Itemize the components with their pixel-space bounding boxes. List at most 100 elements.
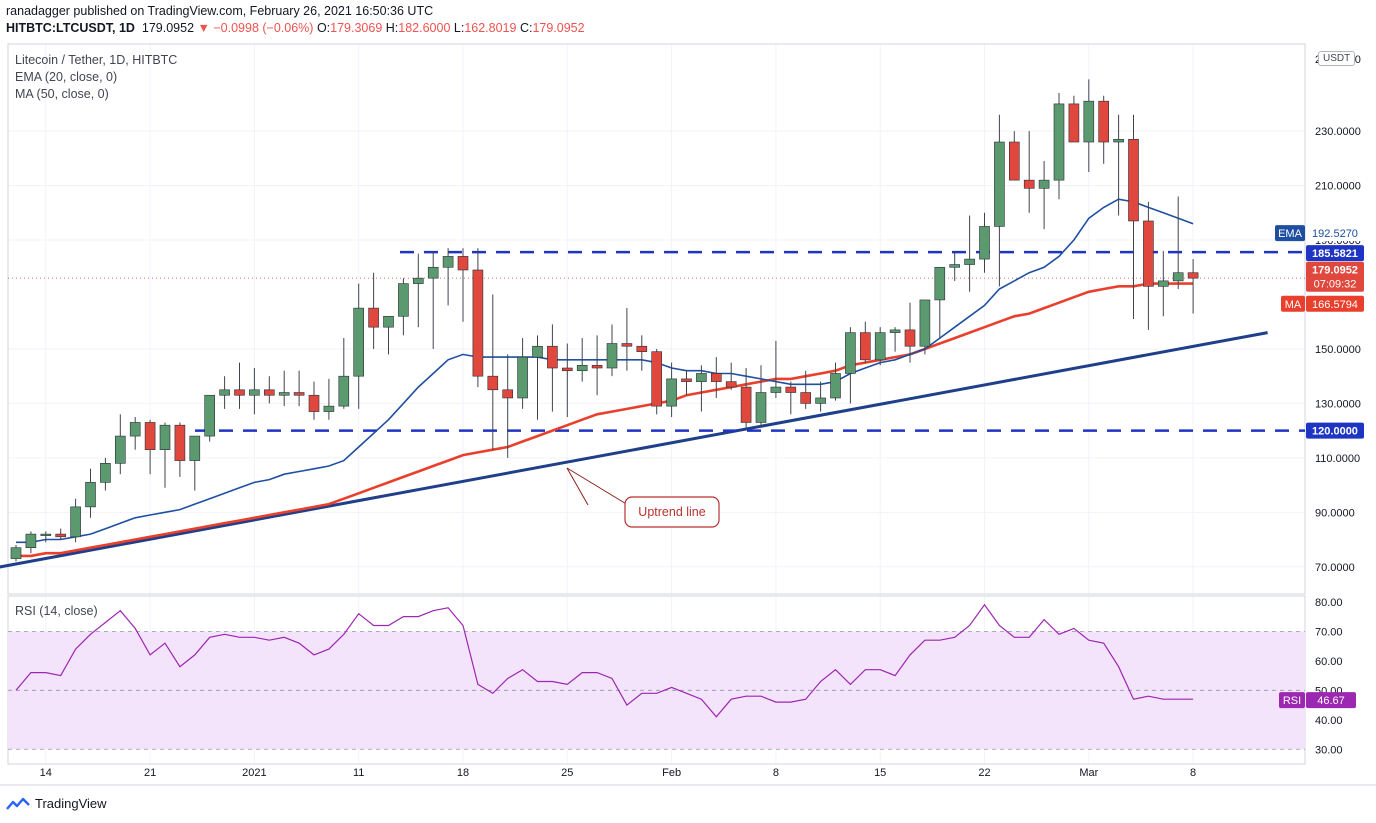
- candle: [621, 308, 633, 371]
- tradingview-icon: [6, 797, 30, 810]
- candle-body: [338, 375, 350, 407]
- candle-body: [755, 392, 767, 423]
- symbol: HITBTC:LTCUSDT, 1D: [6, 21, 135, 35]
- candle-body: [249, 389, 260, 396]
- candle-body: [278, 392, 290, 396]
- x-tick-label: 14: [40, 767, 52, 779]
- candle: [100, 457, 111, 491]
- candle-body: [889, 329, 901, 333]
- candle: [1143, 201, 1154, 330]
- x-tick-label: 8: [773, 767, 779, 779]
- candle-body: [785, 386, 797, 393]
- resistance-value-tag: 185.5821: [1312, 248, 1358, 260]
- candle-body: [979, 226, 990, 260]
- candle: [234, 362, 245, 409]
- candle-body: [55, 533, 67, 538]
- tradingview-logo[interactable]: TradingView: [6, 796, 107, 811]
- candle-body: [368, 307, 379, 328]
- candle: [442, 248, 454, 306]
- price-tag-bg: [1306, 261, 1364, 292]
- annotation-box: [624, 496, 720, 528]
- candle-body: [606, 343, 618, 369]
- candle-body: [815, 397, 826, 404]
- candle-body: [621, 343, 633, 347]
- candle-body: [994, 141, 1005, 227]
- candle-body: [651, 351, 663, 407]
- candle-body: [487, 375, 499, 391]
- x-tick-label: 25: [561, 767, 573, 779]
- y-tick-label: 130.0000: [1315, 398, 1361, 410]
- candle-body: [830, 373, 841, 399]
- candle: [472, 248, 484, 388]
- candle-body: [40, 533, 52, 536]
- candle-body: [398, 283, 409, 317]
- candle: [576, 338, 588, 382]
- annotation-pointer: [566, 467, 629, 506]
- brand-name: TradingView: [35, 796, 107, 811]
- candle: [561, 343, 573, 418]
- candle-body: [412, 277, 424, 284]
- candle: [129, 417, 141, 450]
- y-tick-label: 150.0000: [1315, 344, 1361, 356]
- x-tick-label: Feb: [662, 767, 681, 779]
- candle-body: [532, 345, 543, 358]
- candle-body: [1128, 138, 1139, 222]
- candle-body: [800, 392, 812, 404]
- candle: [1128, 114, 1139, 319]
- candle: [755, 365, 767, 428]
- candle-body: [547, 345, 558, 369]
- candle: [919, 299, 931, 355]
- y-tick-label: 230.0000: [1315, 126, 1361, 138]
- candle-body: [442, 256, 454, 268]
- candle-body: [576, 364, 588, 372]
- candle: [10, 544, 22, 562]
- candle: [889, 327, 901, 352]
- candle: [1113, 114, 1124, 216]
- candle-body: [1053, 103, 1065, 181]
- ma50-line: [16, 282, 1194, 558]
- candle-body: [1038, 179, 1050, 189]
- candle-body: [293, 392, 305, 396]
- support-value-tag: 120.0000: [1312, 426, 1358, 438]
- ema-value-tag: 192.5270: [1312, 228, 1358, 240]
- candle: [1068, 95, 1080, 143]
- candle: [55, 528, 67, 540]
- ema20-line: [16, 198, 1194, 544]
- x-tick-label: 11: [353, 767, 364, 779]
- candle: [1008, 131, 1020, 181]
- candle: [696, 365, 707, 412]
- candle: [770, 340, 782, 398]
- currency-button[interactable]: USDT: [1318, 51, 1356, 66]
- candle: [427, 250, 439, 349]
- open-value: 179.3069: [330, 21, 383, 35]
- candle: [800, 370, 812, 409]
- candle-body: [204, 394, 215, 437]
- candle: [949, 250, 961, 281]
- candle: [368, 272, 379, 349]
- candle: [40, 531, 52, 543]
- candle: [159, 422, 171, 488]
- ma-name-tag-bg: [1281, 295, 1305, 312]
- candle: [845, 327, 856, 404]
- x-tick-label: 8: [1190, 767, 1196, 779]
- rsi-tick-label: 30.00: [1315, 744, 1343, 756]
- candle: [85, 468, 96, 518]
- rsi-line: [15, 603, 1194, 718]
- candle: [278, 370, 290, 407]
- ma-value-tag: 166.5794: [1312, 299, 1358, 311]
- annotation-text: Uptrend line: [638, 505, 705, 519]
- candle: [174, 422, 186, 477]
- candle-body: [904, 329, 916, 347]
- rsi-value-tag: 46.67: [1317, 695, 1345, 707]
- candle-body: [189, 435, 201, 461]
- candle-body: [949, 264, 961, 268]
- candle: [591, 335, 603, 396]
- candle: [115, 414, 126, 475]
- candle-body: [1158, 280, 1169, 287]
- candle: [1187, 259, 1199, 314]
- candle-body: [859, 332, 871, 361]
- candle-body: [845, 332, 856, 374]
- candle-body: [666, 378, 677, 407]
- candle: [204, 394, 215, 442]
